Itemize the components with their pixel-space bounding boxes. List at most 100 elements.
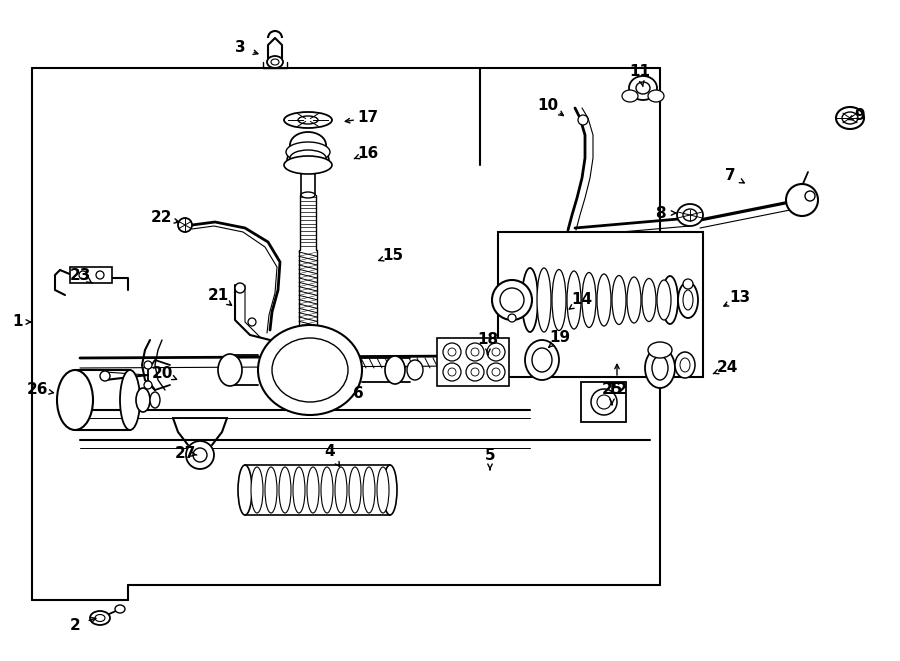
Text: 13: 13 [729, 290, 751, 305]
Ellipse shape [301, 192, 315, 198]
Ellipse shape [443, 343, 461, 361]
Text: 20: 20 [151, 366, 173, 381]
Ellipse shape [597, 395, 611, 409]
Ellipse shape [267, 56, 283, 68]
Text: 7: 7 [724, 167, 735, 182]
Circle shape [96, 271, 104, 279]
Ellipse shape [648, 90, 664, 102]
Ellipse shape [675, 352, 695, 378]
Text: 19: 19 [549, 329, 571, 344]
Ellipse shape [532, 348, 552, 372]
Text: 10: 10 [537, 98, 559, 112]
Ellipse shape [627, 277, 641, 323]
Text: 8: 8 [654, 206, 665, 221]
Ellipse shape [525, 340, 559, 380]
Ellipse shape [272, 338, 348, 402]
Ellipse shape [678, 282, 698, 318]
Circle shape [683, 279, 693, 289]
Ellipse shape [115, 605, 125, 613]
Ellipse shape [680, 358, 690, 372]
Text: 22: 22 [151, 210, 173, 225]
Text: 9: 9 [855, 108, 865, 122]
Text: 14: 14 [572, 293, 592, 307]
Circle shape [235, 283, 245, 293]
Ellipse shape [683, 290, 693, 310]
Text: 17: 17 [357, 110, 379, 126]
Ellipse shape [363, 467, 375, 513]
Circle shape [193, 448, 207, 462]
Text: 21: 21 [207, 288, 229, 303]
Ellipse shape [120, 370, 140, 430]
Ellipse shape [349, 467, 361, 513]
Text: 25: 25 [601, 383, 623, 397]
Ellipse shape [265, 467, 277, 513]
Ellipse shape [290, 132, 326, 158]
Ellipse shape [645, 348, 675, 388]
Text: 6: 6 [353, 385, 364, 401]
Ellipse shape [677, 204, 703, 226]
Ellipse shape [218, 354, 242, 386]
Bar [70, 267, 112, 283]
Circle shape [144, 381, 152, 389]
Circle shape [144, 361, 152, 369]
Text: 24: 24 [716, 360, 738, 375]
Ellipse shape [652, 356, 668, 380]
Ellipse shape [251, 467, 263, 513]
Circle shape [492, 280, 532, 320]
Ellipse shape [443, 363, 461, 381]
Ellipse shape [487, 343, 505, 361]
Ellipse shape [150, 392, 160, 408]
Ellipse shape [290, 150, 326, 166]
Ellipse shape [284, 156, 332, 174]
Ellipse shape [279, 467, 291, 513]
Bar [437, 338, 509, 386]
Text: 4: 4 [325, 444, 336, 459]
Ellipse shape [836, 107, 864, 129]
Ellipse shape [90, 611, 110, 625]
Text: 18: 18 [477, 332, 499, 348]
Text: 16: 16 [357, 145, 379, 161]
Ellipse shape [591, 389, 617, 415]
Bar [498, 232, 703, 377]
Text: 1: 1 [13, 315, 23, 329]
Ellipse shape [471, 348, 479, 356]
Circle shape [178, 218, 192, 232]
Circle shape [100, 371, 110, 381]
Ellipse shape [786, 184, 818, 216]
Ellipse shape [385, 356, 405, 384]
Ellipse shape [492, 348, 500, 356]
Ellipse shape [238, 465, 252, 515]
Text: 3: 3 [235, 40, 246, 56]
Ellipse shape [307, 467, 319, 513]
Ellipse shape [95, 615, 105, 621]
Text: 15: 15 [382, 247, 403, 262]
Circle shape [79, 271, 87, 279]
Ellipse shape [286, 142, 330, 162]
Ellipse shape [335, 467, 347, 513]
Text: 2: 2 [69, 617, 80, 633]
Ellipse shape [642, 278, 656, 321]
Ellipse shape [136, 388, 150, 412]
Ellipse shape [407, 360, 423, 380]
Ellipse shape [657, 280, 671, 320]
Text: 27: 27 [175, 446, 195, 461]
Ellipse shape [448, 348, 456, 356]
Ellipse shape [552, 270, 566, 330]
Ellipse shape [683, 209, 697, 221]
Text: 26: 26 [27, 383, 49, 397]
Ellipse shape [321, 467, 333, 513]
Ellipse shape [629, 76, 657, 100]
Ellipse shape [448, 368, 456, 376]
Ellipse shape [57, 370, 93, 430]
Ellipse shape [648, 342, 672, 358]
Ellipse shape [383, 465, 397, 515]
Ellipse shape [293, 467, 305, 513]
Ellipse shape [537, 268, 551, 332]
Ellipse shape [662, 276, 678, 324]
Ellipse shape [298, 116, 318, 124]
Ellipse shape [597, 274, 611, 326]
Ellipse shape [612, 276, 626, 325]
Circle shape [508, 314, 516, 322]
Circle shape [500, 288, 524, 312]
Circle shape [186, 441, 214, 469]
